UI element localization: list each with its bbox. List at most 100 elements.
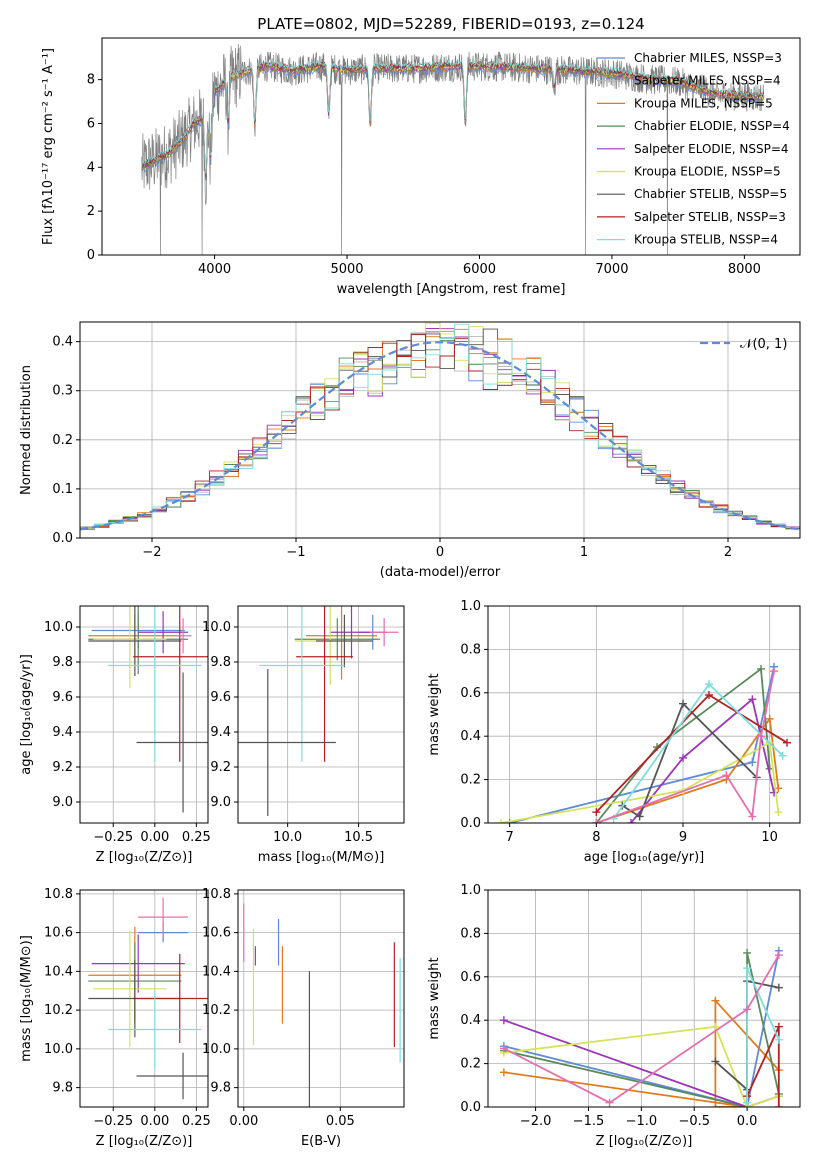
x-tick-label: 7000 — [595, 262, 628, 277]
weight-line — [509, 666, 775, 823]
y-tick-label: 0.8 — [460, 926, 481, 941]
legend-label: Salpeter MILES, NSSP=4 — [634, 74, 781, 88]
x-tick-label: 8000 — [728, 262, 761, 277]
x-axis-label: E(B-V) — [301, 1134, 341, 1149]
axes-frame — [237, 605, 405, 824]
x-axis-label: Z [log₁₀(Z/Z⊙)] — [96, 850, 193, 865]
legend-label: Chabrier STELIB, NSSP=5 — [634, 187, 787, 201]
legend-label: Chabrier ELODIE, NSSP=4 — [634, 119, 790, 133]
normal-curve — [80, 341, 800, 531]
x-tick-label: 4000 — [198, 262, 231, 277]
x-tick-label: 0.0 — [737, 1114, 758, 1129]
legend: 𝒩(0, 1) — [700, 337, 787, 352]
y-tick-label: 0.0 — [460, 1100, 481, 1115]
x-tick-label: 10.5 — [344, 830, 373, 845]
x-tick-label: 0.00 — [140, 830, 169, 845]
x-tick-label: 6000 — [463, 262, 496, 277]
y-tick-label: 10.0 — [44, 1042, 73, 1057]
y-tick-label: 9.2 — [52, 760, 73, 775]
x-tick-label: 7 — [506, 830, 514, 845]
x-tick-label: −0.25 — [93, 830, 133, 845]
y-tick-label: 1.0 — [460, 599, 481, 614]
y-tick-label: 10.2 — [44, 1003, 73, 1018]
plot-area — [238, 606, 399, 816]
x-tick-label: 0 — [436, 545, 444, 560]
x-tick-label: 0.25 — [182, 1114, 211, 1129]
y-tick-label: 10.0 — [202, 620, 231, 635]
x-tick-label: 9 — [679, 830, 687, 845]
y-tick-label: 0.2 — [460, 773, 481, 788]
y-axis-label: Normed distribution — [19, 365, 34, 495]
y-tick-label: 10.4 — [44, 964, 73, 979]
weight-line — [500, 741, 780, 823]
x-tick-label: 10.0 — [273, 830, 302, 845]
weight-line — [596, 716, 780, 823]
model-spectrum — [141, 59, 765, 175]
x-tick-label: 2 — [724, 545, 732, 560]
x-tick-label: 0.00 — [140, 1114, 169, 1129]
y-tick-label: 6 — [87, 116, 95, 131]
x-tick-label: −0.5 — [678, 1114, 710, 1129]
x-axis-label: Z [log₁₀(Z/Z⊙)] — [96, 1134, 193, 1149]
y-tick-label: 0.4 — [460, 1013, 481, 1028]
x-tick-label: 10 — [761, 830, 778, 845]
histogram-series — [80, 334, 800, 538]
x-axis-label: mass [log₁₀(M/M⊙)] — [258, 850, 385, 865]
y-tick-label: 0.3 — [52, 384, 73, 399]
y-tick-label: 0.4 — [460, 729, 481, 744]
y-tick-label: 8 — [87, 73, 95, 88]
axes-frame — [487, 605, 801, 824]
legend-label: Salpeter ELODIE, NSSP=4 — [634, 142, 789, 156]
weight-line — [746, 1026, 780, 1107]
y-tick-label: 10.0 — [44, 620, 73, 635]
x-tick-label: −1.0 — [626, 1114, 658, 1129]
plot-area — [499, 946, 783, 1107]
legend-label: 𝒩(0, 1) — [740, 337, 787, 352]
panel-3: 10.0 10.5 9.0 9.2 9.4 9.6 9.8 10.0 mass [log₁₀(M… — [202, 605, 405, 865]
weight-line — [503, 954, 780, 1104]
y-tick-label: 10.4 — [202, 964, 231, 979]
model-spectrum — [141, 66, 765, 182]
plot-area — [80, 322, 800, 538]
weight-line — [503, 1025, 780, 1107]
y-tick-label: 4 — [87, 160, 95, 175]
axes-frame — [79, 605, 209, 824]
y-tick-label: 9.8 — [210, 655, 231, 670]
y-tick-label: 10.6 — [202, 926, 231, 941]
plot-area — [88, 897, 208, 1100]
y-tick-label: 0.1 — [52, 482, 73, 497]
plot-area — [497, 662, 791, 823]
y-tick-label: 9.8 — [210, 1081, 231, 1096]
x-tick-label: −0.25 — [93, 1114, 133, 1129]
x-axis-label: (data-model)/error — [380, 565, 501, 580]
legend: Chabrier MILES, NSSP=3 Salpeter MILES, NS… — [597, 51, 790, 247]
legend-label: Salpeter STELIB, NSSP=3 — [634, 210, 786, 224]
x-tick-label: 0.05 — [326, 1114, 355, 1129]
plot-area — [141, 43, 765, 255]
x-tick-label: 1 — [580, 545, 588, 560]
x-axis-label: wavelength [Angstrom, rest frame] — [337, 282, 566, 297]
y-tick-label: 10.6 — [44, 926, 73, 941]
plot-area — [88, 606, 208, 813]
weight-line — [503, 998, 780, 1107]
chart-title: PLATE=0802, MJD=52289, FIBERID=0193, z=0… — [257, 15, 644, 33]
axes-frame — [79, 889, 209, 1108]
y-axis-label: age [log₁₀(age/yr)] — [19, 654, 34, 775]
y-tick-label: 0.4 — [52, 335, 73, 350]
y-tick-label: 0.0 — [52, 531, 73, 546]
y-tick-label: 10.8 — [202, 887, 231, 902]
y-axis-label: Flux [fλ10⁻¹⁷ erg cm⁻² s⁻¹ A⁻¹] — [41, 48, 56, 245]
y-tick-label: 10.2 — [202, 1003, 231, 1018]
axes-frame — [101, 37, 801, 256]
x-tick-label: 5000 — [330, 262, 363, 277]
panel-5: −0.25 0.00 0.25 9.8 10.0 10.2 10.4 10.6 10.8 Z [l… — [19, 887, 211, 1149]
legend-label: Kroupa MILES, NSSP=5 — [634, 96, 773, 110]
y-tick-label: 9.8 — [52, 1081, 73, 1096]
panel-0: Chabrier MILES, NSSP=3 Salpeter MILES, NS… — [41, 15, 801, 297]
x-axis-label: age [log₁₀(age/yr)] — [584, 850, 705, 865]
x-tick-label: 0.25 — [182, 830, 211, 845]
y-tick-label: 9.8 — [52, 655, 73, 670]
y-tick-label: 0.2 — [52, 433, 73, 448]
axes-frame — [487, 889, 801, 1108]
